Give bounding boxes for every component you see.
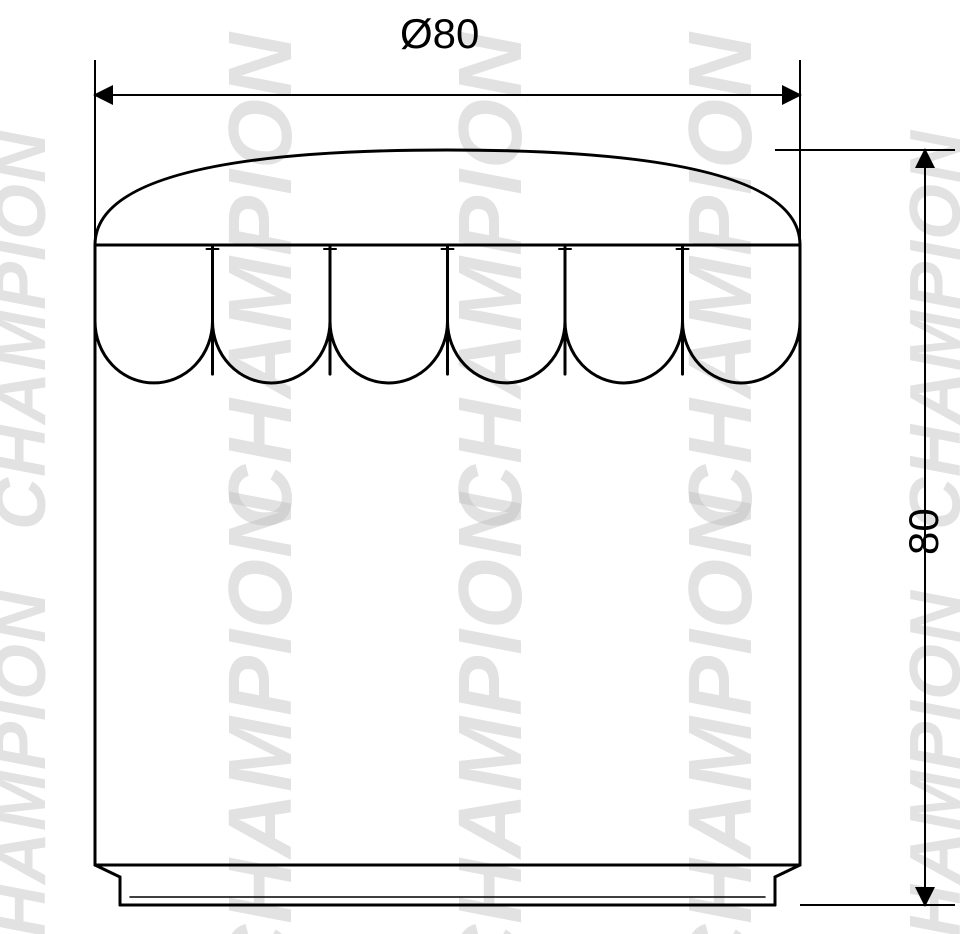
diameter-dimension-label: Ø80	[400, 10, 479, 58]
height-dimension-label: 80	[900, 508, 948, 555]
technical-drawing-svg	[0, 0, 960, 934]
drawing-canvas: CHAMPIONCHAMPIONCHAMPIONCHAMPIONCHAMPION…	[0, 0, 960, 934]
